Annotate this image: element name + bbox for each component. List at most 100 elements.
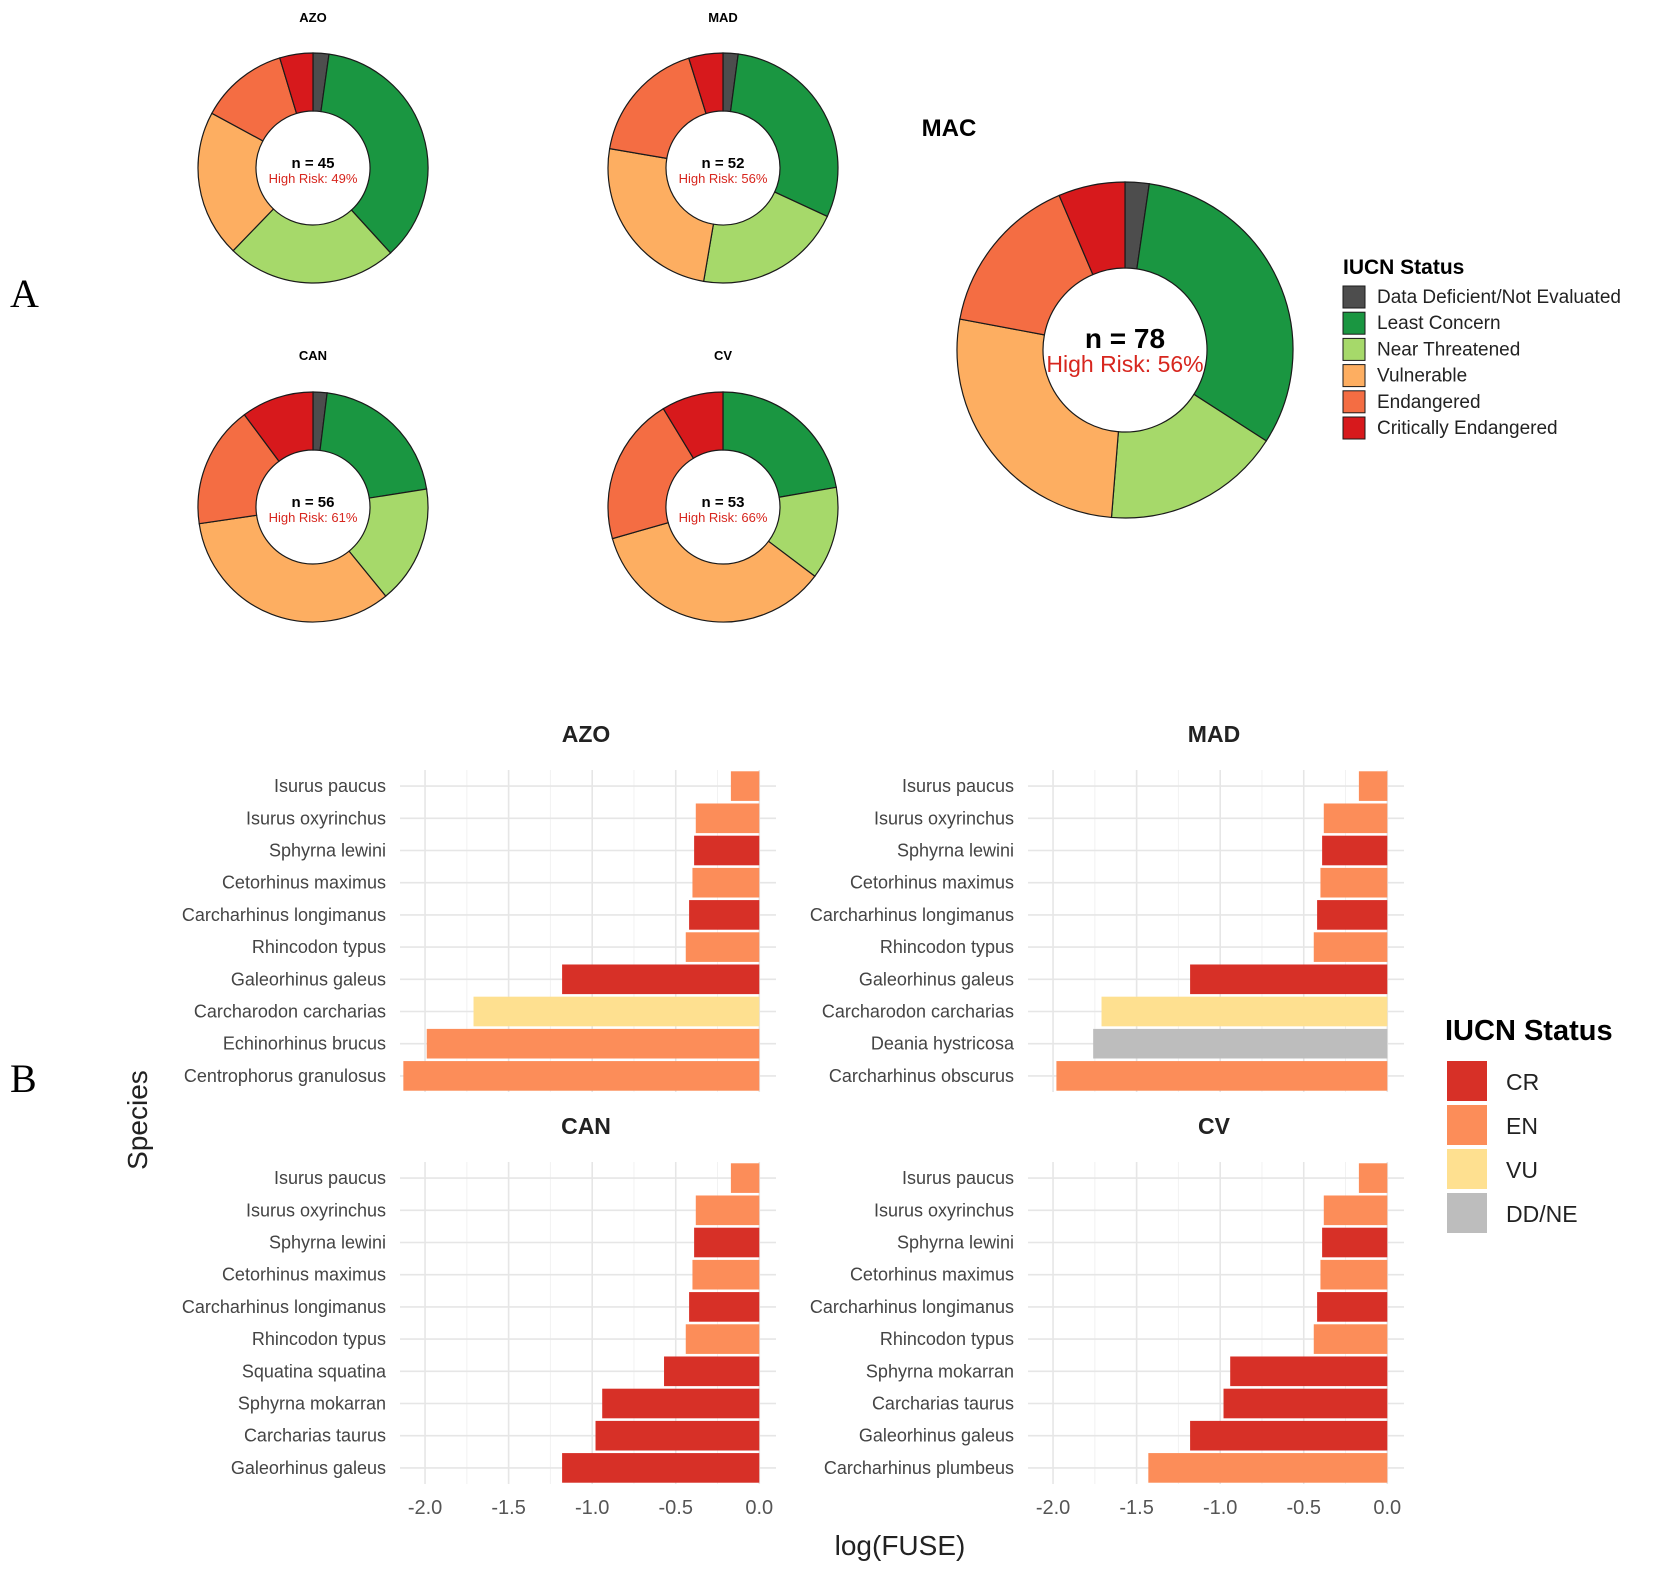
bar-legend-swatch-EN: [1447, 1105, 1487, 1145]
donut-slice-cv-cr: [662, 391, 724, 460]
donut-n-mac: n = 78: [1085, 323, 1165, 354]
species-label-can-0: Isurus paucus: [274, 1168, 386, 1188]
x-tick-label-can: -0.5: [658, 1497, 692, 1519]
species-label-can-4: Carcharhinus longimanus: [182, 1297, 386, 1317]
x-tick-label-cv: -2.0: [1036, 1497, 1070, 1519]
donut-legend-label-vu: Vulnerable: [1377, 366, 1467, 387]
species-label-azo-2: Sphyrna lewini: [269, 841, 386, 861]
species-label-azo-9: Centrophorus granulosus: [184, 1066, 386, 1086]
donut-slice-azo-lc: [320, 53, 429, 254]
bar-mad-3: [1320, 867, 1388, 898]
x-tick-label-cv: 0.0: [1373, 1497, 1401, 1519]
donut-legend-swatch-en: [1342, 390, 1366, 414]
donut-legend-label-dd: Data Deficient/Not Evaluated: [1377, 287, 1621, 308]
donut-slice-azo-vu: [197, 112, 275, 252]
bar-mad-5: [1313, 932, 1388, 962]
species-label-azo-3: Cetorhinus maximus: [222, 873, 386, 893]
x-tick-label-can: -1.0: [575, 1497, 609, 1519]
bar-cv-5: [1313, 1324, 1388, 1354]
donut-slice-mad-cr: [688, 52, 724, 115]
donut-slice-mad-lc: [729, 53, 839, 218]
bar-can-2: [694, 1227, 760, 1258]
bar-mad-1: [1323, 803, 1388, 834]
bar-can-3: [692, 1259, 760, 1290]
donut-slice-mac-nt: [1110, 393, 1268, 519]
donut-n-azo: n = 45: [292, 155, 335, 172]
donut-legend-title: IUCN Status: [1343, 256, 1464, 279]
species-label-mad-4: Carcharhinus longimanus: [810, 905, 1014, 925]
donut-n-cv: n = 53: [702, 494, 745, 511]
donut-slice-mad-vu: [607, 147, 715, 283]
donut-risk-mac: High Risk: 56%: [1046, 351, 1203, 377]
bar-azo-3: [692, 867, 760, 898]
bar-mad-8: [1093, 1028, 1388, 1059]
facet-title-mad: MAD: [1188, 721, 1240, 747]
panel-label-b: B: [10, 1056, 37, 1101]
donut-legend-label-lc: Least Concern: [1377, 313, 1501, 334]
species-label-cv-3: Cetorhinus maximus: [850, 1265, 1014, 1285]
donut-title-can: CAN: [299, 348, 327, 363]
bar-can-4: [689, 1292, 760, 1322]
species-label-mad-9: Carcharhinus obscurus: [829, 1066, 1014, 1086]
donut-risk-can: High Risk: 61%: [269, 510, 358, 525]
bar-cv-0: [1358, 1163, 1388, 1193]
species-label-azo-1: Isurus oxyrinchus: [246, 808, 386, 828]
species-label-mad-8: Deania hystricosa: [871, 1034, 1015, 1054]
bar-can-1: [695, 1195, 760, 1226]
species-label-cv-7: Carcharias taurus: [872, 1394, 1014, 1414]
bar-legend-swatch-CR: [1447, 1061, 1487, 1101]
donut-title-azo: AZO: [299, 10, 326, 25]
species-label-cv-4: Carcharhinus longimanus: [810, 1297, 1014, 1317]
donut-legend-swatch-lc: [1342, 311, 1366, 335]
bar-legend-label-EN: EN: [1506, 1113, 1538, 1139]
donut-slice-can-lc: [319, 392, 428, 499]
species-label-mad-6: Galeorhinus galeus: [859, 969, 1014, 989]
donut-title-mac: MAC: [922, 115, 977, 142]
donut-risk-azo: High Risk: 49%: [269, 171, 358, 186]
facet-can: CAN Isurus paucus Isurus oxyrinchus Sphyrna…: [182, 1113, 776, 1519]
bar-cv-4: [1317, 1292, 1388, 1322]
donut-slice-cv-vu: [611, 521, 816, 623]
donut-slice-mac-vu: [956, 318, 1120, 519]
donut-risk-mad: High Risk: 56%: [679, 171, 768, 186]
bar-can-5: [685, 1324, 760, 1354]
species-label-mad-0: Isurus paucus: [902, 776, 1014, 796]
x-axis-title: log(FUSE): [835, 1530, 966, 1561]
bar-azo-5: [685, 932, 760, 962]
species-label-can-8: Carcharias taurus: [244, 1426, 386, 1446]
donut-slice-mac-en: [959, 194, 1094, 336]
bar-can-9: [562, 1453, 760, 1483]
species-label-mad-2: Sphyrna lewini: [897, 841, 1014, 861]
x-tick-label-cv: -0.5: [1286, 1497, 1320, 1519]
species-label-cv-0: Isurus paucus: [902, 1168, 1014, 1188]
bar-mad-0: [1358, 771, 1388, 801]
donut-legend-swatch-cr: [1342, 416, 1366, 440]
donut-n-can: n = 56: [292, 494, 335, 511]
donut-slice-cv-lc: [722, 391, 837, 498]
species-label-can-2: Sphyrna lewini: [269, 1233, 386, 1253]
species-label-azo-7: Carcharodon carcharias: [194, 1002, 386, 1022]
x-tick-label-can: -1.5: [491, 1497, 525, 1519]
bar-cv-7: [1223, 1388, 1388, 1419]
donut-title-cv: CV: [714, 348, 732, 363]
donut-n-mad: n = 52: [702, 155, 745, 172]
bar-legend-label-CR: CR: [1506, 1069, 1539, 1095]
facet-title-can: CAN: [561, 1113, 611, 1139]
bar-legend-title: IUCN Status: [1445, 1015, 1613, 1047]
x-tick-label-can: -2.0: [408, 1497, 442, 1519]
species-label-can-1: Isurus oxyrinchus: [246, 1200, 386, 1220]
facet-title-cv: CV: [1198, 1113, 1231, 1139]
bar-can-6: [664, 1356, 760, 1387]
donut-slice-mad-en: [608, 57, 707, 160]
species-label-mad-1: Isurus oxyrinchus: [874, 808, 1014, 828]
bar-azo-7: [473, 996, 760, 1027]
bar-can-0: [730, 1163, 760, 1193]
species-label-azo-5: Rhincodon typus: [252, 937, 386, 957]
bar-azo-8: [426, 1028, 760, 1059]
facet-azo: AZO Isurus paucus Isurus oxyrinchus Sphyrna…: [182, 721, 776, 1092]
bar-azo-6: [562, 964, 760, 995]
